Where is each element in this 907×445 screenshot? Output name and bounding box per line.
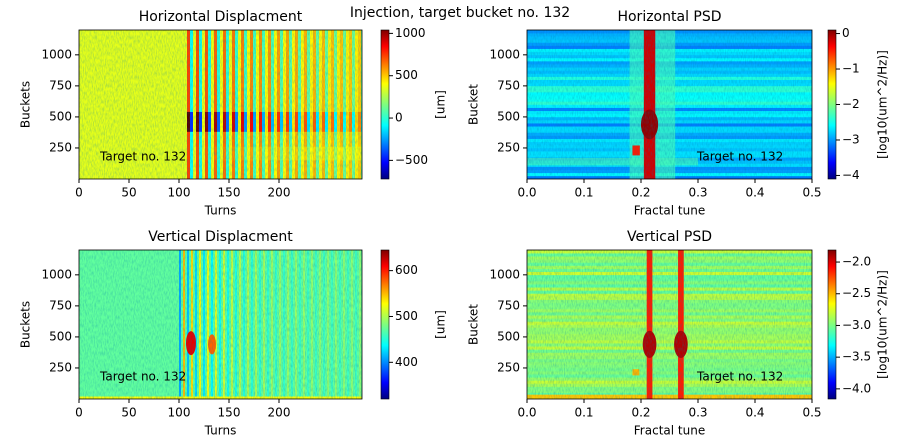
colorbar-tick-label: −2.5: [842, 286, 871, 300]
x-axis-label: Fractal tune: [634, 424, 705, 438]
x-tick-label: 200: [268, 186, 291, 200]
heatmap: [527, 30, 812, 179]
y-tick-label: 250: [49, 360, 72, 374]
heatmap-noise: [79, 30, 362, 179]
heatmap: [79, 30, 362, 179]
x-tick-label: 0.1: [574, 186, 593, 200]
colorbar-tick-label: 500: [395, 68, 418, 82]
x-tick-label: 0.0: [517, 406, 536, 420]
annotation: Target no. 132: [696, 150, 783, 164]
y-tick-label: 1000: [489, 267, 520, 281]
y-tick-label: 750: [49, 78, 72, 92]
colorbar-tick-label: 400: [395, 355, 418, 369]
colorbar-tick-label: −1: [842, 62, 860, 76]
x-tick-label: 0.4: [745, 186, 764, 200]
colorbar-tick-label: −3: [842, 132, 860, 146]
figure-title: Injection, target bucket no. 132: [350, 5, 570, 21]
colorbar-tick-label: 1000: [395, 26, 426, 40]
x-tick-label: 100: [168, 186, 191, 200]
colorbar-tick-label: −4.0: [842, 381, 871, 395]
x-tick-label: 0.5: [802, 406, 821, 420]
x-tick-label: 0.0: [517, 186, 536, 200]
plot-frame: [78, 249, 363, 400]
y-axis-label: Bucket: [467, 304, 481, 345]
plot-frame: [526, 249, 813, 400]
annotation: Target no. 132: [99, 370, 186, 384]
heatmap: [79, 250, 362, 399]
y-tick-label: 1000: [41, 267, 72, 281]
x-axis-label: Turns: [204, 424, 237, 438]
panel: Vertical PSD Fractal tune Bucket 0.0 0.1 0.2 0…: [467, 229, 890, 438]
y-axis-label: Buckets: [19, 301, 33, 348]
y-axis-label: Buckets: [19, 81, 33, 128]
panel-title: Vertical Displacment: [148, 229, 293, 245]
x-tick-label: 0.2: [631, 406, 650, 420]
x-tick-label: 50: [121, 406, 136, 420]
panel: Vertical Displacment Turns Buckets 0 50 100 15…: [19, 229, 448, 438]
colorbar-tick-label: −3.0: [842, 318, 871, 332]
x-tick-label: 0.5: [802, 186, 821, 200]
x-tick-label: 150: [218, 186, 241, 200]
y-tick-label: 1000: [489, 47, 520, 61]
x-tick-label: 0.2: [631, 186, 650, 200]
x-axis-label: Turns: [204, 204, 237, 218]
heatmap: [527, 250, 812, 399]
y-tick-label: 500: [49, 329, 72, 343]
heatmap-noise: [79, 250, 362, 399]
y-tick-label: 250: [49, 140, 72, 154]
y-axis-label: Bucket: [467, 84, 481, 125]
x-tick-label: 100: [168, 406, 191, 420]
colorbar-tick-label: 0: [395, 111, 403, 125]
panel: Horizontal Displacment Turns Buckets 0 50 100…: [19, 9, 448, 218]
y-tick-label: 250: [497, 360, 520, 374]
colorbar-label: [log10(um^2/Hz)]: [876, 50, 890, 159]
colorbar-tick-label: −4: [842, 168, 860, 182]
colorbar: [380, 249, 390, 400]
annotation: Target no. 132: [99, 150, 186, 164]
x-tick-label: 0.4: [745, 406, 764, 420]
x-axis-label: Fractal tune: [634, 204, 705, 218]
y-tick-label: 750: [49, 298, 72, 312]
x-tick-label: 0.3: [688, 406, 707, 420]
colorbar-label: [um]: [434, 90, 448, 119]
y-tick-label: 750: [497, 298, 520, 312]
colorbar-label: [um]: [434, 310, 448, 339]
panel-title: Vertical PSD: [627, 229, 712, 245]
colorbar: [380, 29, 390, 180]
x-tick-label: 0.1: [574, 406, 593, 420]
y-tick-label: 1000: [41, 47, 72, 61]
y-tick-label: 250: [497, 140, 520, 154]
x-tick-label: 0: [75, 406, 83, 420]
colorbar: [827, 29, 837, 180]
heatmap-noise: [527, 250, 812, 399]
colorbar-tick-label: 0: [842, 26, 850, 40]
colorbar-tick-label: −3.5: [842, 350, 871, 364]
colorbar-tick-label: −2.0: [842, 255, 871, 269]
y-tick-label: 500: [497, 329, 520, 343]
x-tick-label: 0: [75, 186, 83, 200]
panel-title: Horizontal PSD: [617, 9, 721, 25]
annotation: Target no. 132: [696, 370, 783, 384]
panel-title: Horizontal Displacment: [139, 9, 303, 25]
plot-frame: [78, 29, 363, 180]
x-tick-label: 150: [218, 406, 241, 420]
y-tick-label: 500: [49, 109, 72, 123]
colorbar-label: [log10(um^2/Hz)]: [876, 270, 890, 379]
x-tick-label: 50: [121, 186, 136, 200]
colorbar-tick-label: 500: [395, 309, 418, 323]
x-tick-label: 0.3: [688, 186, 707, 200]
x-tick-label: 200: [268, 406, 291, 420]
y-tick-label: 500: [497, 109, 520, 123]
y-tick-label: 750: [497, 78, 520, 92]
colorbar-tick-label: −2: [842, 97, 860, 111]
colorbar-tick-label: −500: [395, 153, 428, 167]
heatmap-noise: [527, 30, 812, 179]
colorbar-tick-label: 600: [395, 263, 418, 277]
panel: Horizontal PSD Fractal tune Bucket 0.0 0.1 0.…: [467, 9, 890, 218]
plot-frame: [526, 29, 813, 180]
colorbar: [827, 249, 837, 400]
